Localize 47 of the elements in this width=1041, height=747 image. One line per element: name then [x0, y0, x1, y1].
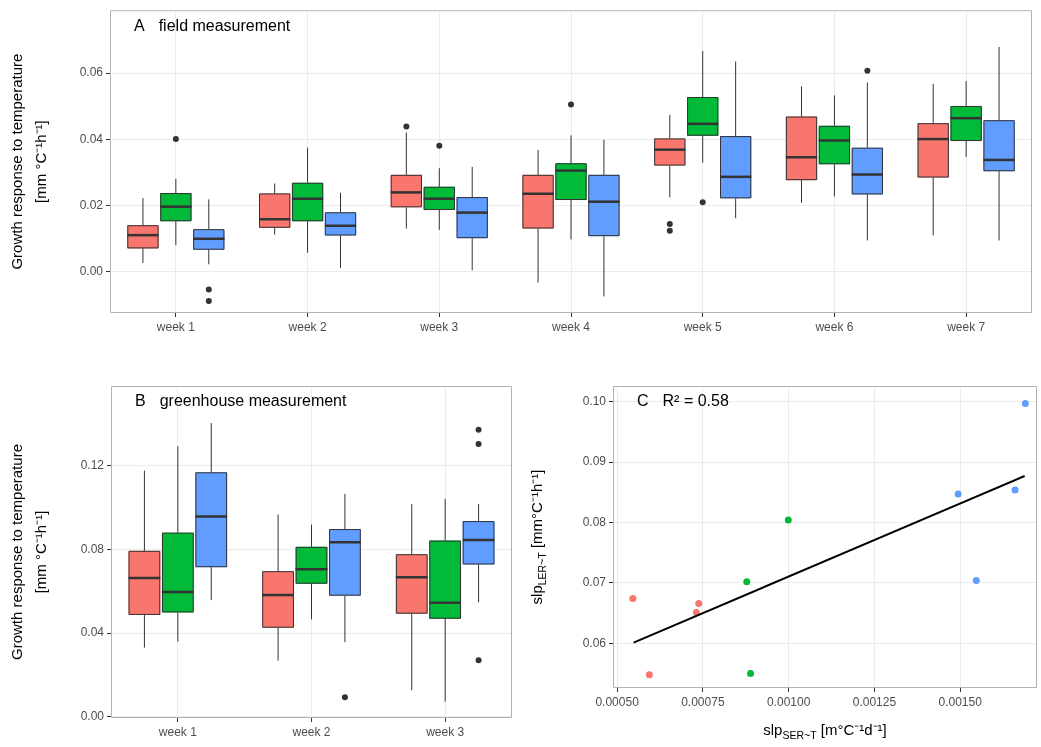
y-tick-label: 0.00 — [79, 264, 104, 279]
point — [784, 516, 792, 524]
y-tick-label: 0.12 — [80, 457, 105, 472]
x-tick-label: week 6 — [814, 319, 854, 334]
x-tick-label: week 3 — [425, 724, 465, 739]
point — [629, 595, 637, 603]
x-tick-label: week 2 — [291, 724, 331, 739]
x-tick-label: 0.00050 — [595, 694, 640, 709]
x-tick-label: week 2 — [287, 319, 327, 334]
x-tick-label: 0.00075 — [681, 694, 725, 709]
y-tick-label: 0.02 — [79, 197, 104, 212]
point — [695, 599, 703, 607]
x-tick-label: week 4 — [550, 319, 591, 334]
y-axis-title: Growth response to temperature [mm °C⁻¹h⁻¹] — [8, 444, 50, 660]
point — [747, 670, 755, 677]
x-tick-label: week 1 — [155, 319, 196, 334]
point — [972, 576, 980, 584]
point — [645, 671, 653, 679]
x-tick-label: 0.00150 — [938, 694, 983, 709]
y-tick-label: 0.00 — [80, 709, 105, 724]
point — [1021, 400, 1029, 408]
y-tick-label: 0.08 — [582, 514, 607, 529]
chart-title: B — [135, 392, 146, 410]
annotation: R² = 0.58 — [662, 392, 729, 410]
x-tick-label: 0.00125 — [852, 694, 897, 709]
y-tick-label: 0.04 — [79, 131, 104, 146]
y-tick-label: 0.06 — [582, 635, 607, 650]
y-axis-title: slpLER~T [mm°C⁻¹h⁻¹] — [528, 469, 549, 605]
y-tick-label: 0.09 — [582, 454, 607, 469]
chart-title: C — [637, 392, 649, 410]
y-tick-label: 0.04 — [80, 625, 105, 640]
x-tick-label: 0.00100 — [766, 694, 811, 709]
x-tick-label: week 7 — [946, 319, 986, 334]
y-tick-label: 0.07 — [582, 575, 607, 590]
x-tick-label: week 5 — [682, 319, 723, 334]
point — [743, 578, 751, 586]
chart-subtitle: greenhouse measurement — [159, 392, 348, 410]
y-tick-label: 0.08 — [80, 541, 105, 556]
chart-subtitle: field measurement — [158, 16, 291, 34]
y-tick-label: 0.06 — [79, 65, 104, 80]
y-axis-title: Growth response to temperature [mm °C⁻¹h⁻¹] — [8, 53, 50, 270]
chart-title: A — [134, 16, 145, 34]
y-tick-label: 0.10 — [582, 394, 607, 409]
point — [954, 490, 962, 498]
x-tick-label: week 3 — [419, 319, 459, 334]
x-tick-label: week 1 — [157, 724, 198, 739]
point — [1011, 486, 1019, 494]
